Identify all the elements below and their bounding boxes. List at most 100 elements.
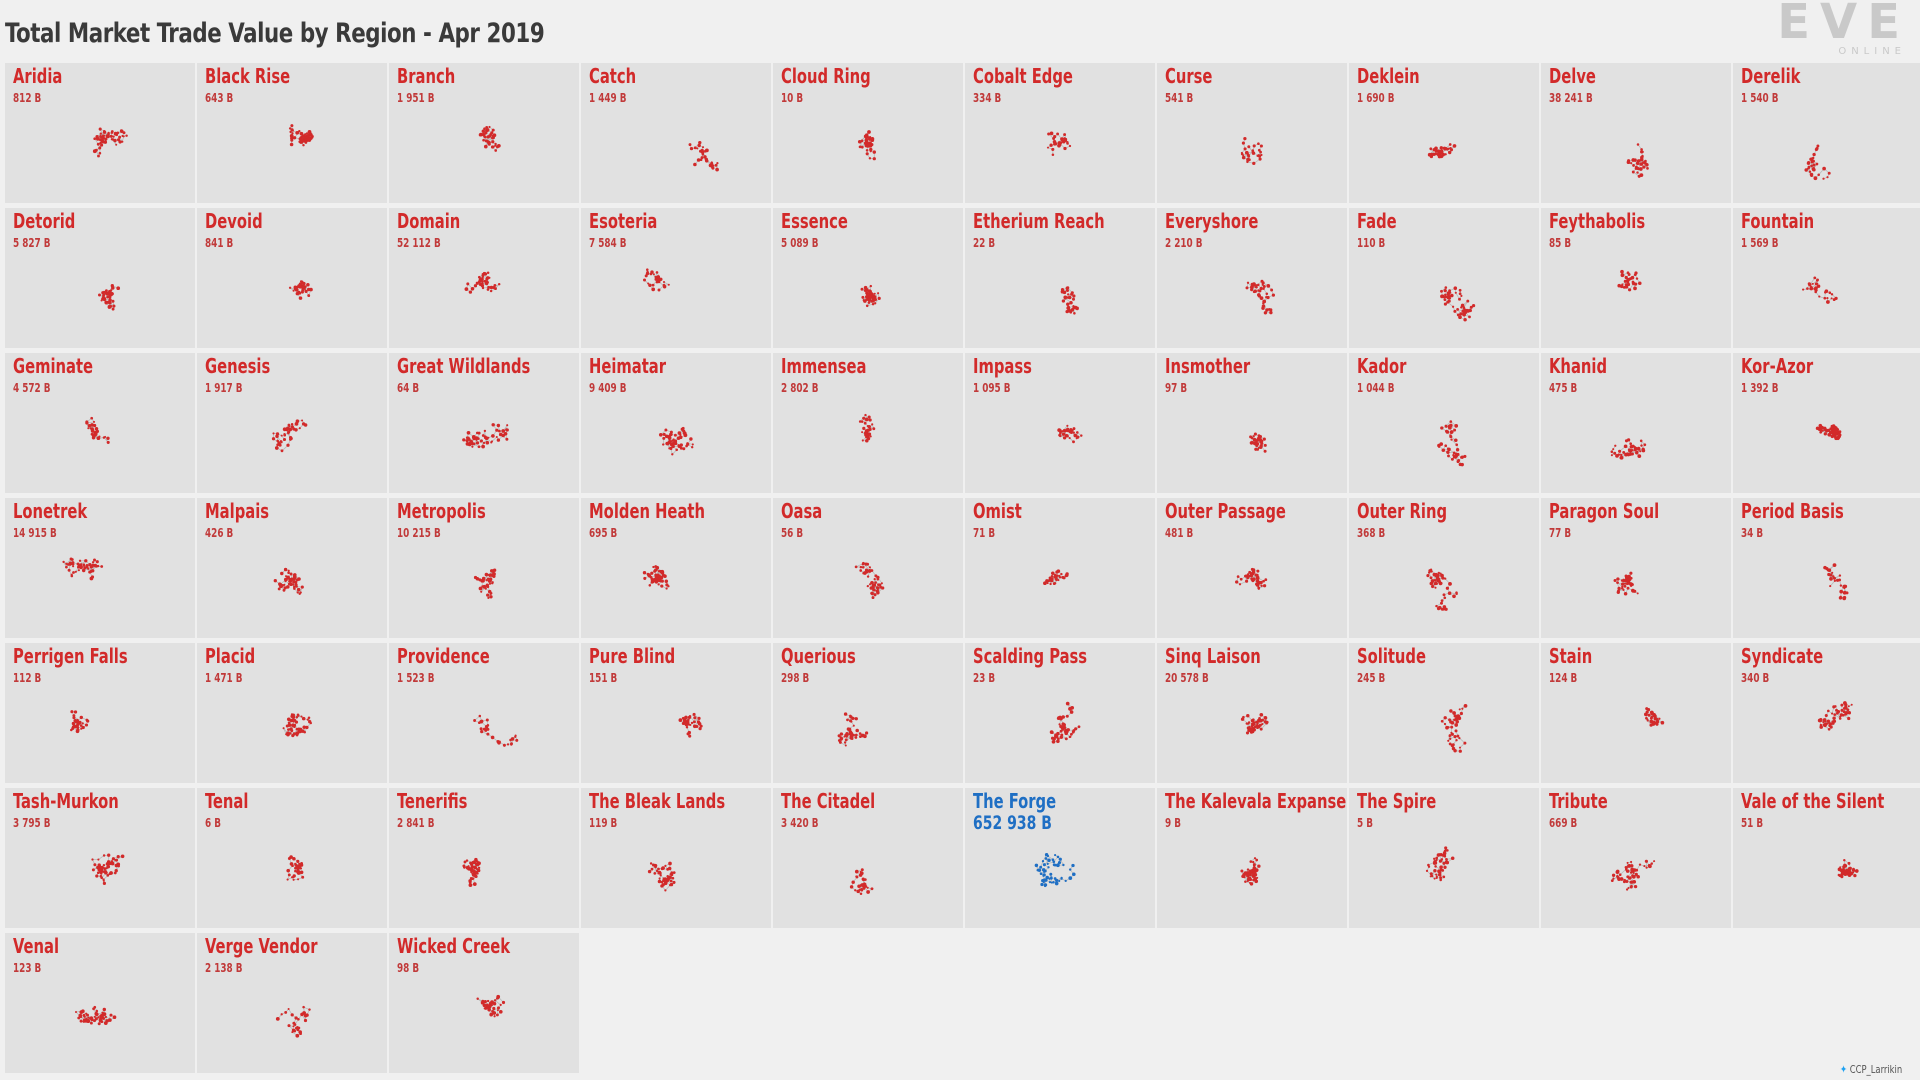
system-point <box>644 274 648 278</box>
system-point <box>1640 148 1643 151</box>
system-point <box>873 593 877 597</box>
system-point <box>864 884 868 888</box>
system-point <box>481 278 484 281</box>
system-point <box>1461 309 1465 313</box>
system-point <box>85 718 89 722</box>
system-point <box>1844 705 1847 709</box>
region-name: Kador <box>1357 354 1407 378</box>
system-point <box>1809 172 1814 177</box>
system-point <box>1612 448 1615 451</box>
region-value: 541 B <box>1165 91 1194 105</box>
system-point <box>102 863 106 867</box>
system-point <box>301 716 306 721</box>
region-value: 85 B <box>1549 236 1572 250</box>
system-point <box>1261 722 1264 726</box>
system-point <box>1615 454 1619 458</box>
region-value: 1 540 B <box>1741 91 1779 105</box>
system-point <box>1444 295 1448 298</box>
system-point <box>1439 146 1443 150</box>
region-value: 77 B <box>1549 526 1572 540</box>
system-point <box>1058 576 1062 579</box>
system-point <box>654 276 659 280</box>
system-point <box>861 295 865 299</box>
system-point <box>1063 133 1067 137</box>
system-point <box>1832 719 1837 723</box>
system-point <box>1640 150 1644 154</box>
system-point <box>652 565 655 569</box>
system-point <box>292 878 295 881</box>
system-point <box>1444 444 1448 448</box>
system-point <box>287 873 291 877</box>
system-point <box>1454 291 1457 294</box>
system-point <box>480 730 484 734</box>
system-point <box>1255 858 1259 862</box>
system-point <box>1472 304 1476 308</box>
system-point <box>491 569 495 573</box>
system-point <box>1453 718 1456 722</box>
region-map <box>464 271 501 294</box>
system-point <box>292 718 295 721</box>
region-panel: Malpais 426 B <box>197 498 387 638</box>
system-point <box>106 864 111 869</box>
system-point <box>1446 300 1450 304</box>
system-point <box>490 440 494 443</box>
system-point <box>1458 746 1462 749</box>
system-point <box>1068 876 1073 880</box>
system-point <box>1062 723 1066 727</box>
system-point <box>1070 308 1075 312</box>
system-point <box>73 724 78 729</box>
system-point <box>1256 569 1260 573</box>
system-point <box>477 445 481 449</box>
system-point <box>1450 457 1454 461</box>
system-point <box>1819 428 1823 432</box>
system-point <box>1250 567 1254 571</box>
system-point <box>491 423 495 427</box>
system-point <box>478 714 482 718</box>
system-point <box>849 734 854 738</box>
system-point <box>667 435 671 440</box>
system-point <box>288 577 292 581</box>
system-point <box>463 860 467 864</box>
system-point <box>90 429 95 433</box>
system-point <box>1065 428 1069 432</box>
system-point <box>1265 296 1268 299</box>
system-point <box>657 277 660 280</box>
system-point <box>862 416 866 420</box>
system-point <box>1468 315 1471 319</box>
system-point <box>1039 865 1043 869</box>
region-value: 22 B <box>973 236 996 250</box>
system-point <box>1040 882 1044 887</box>
system-point <box>483 144 488 149</box>
region-name: Tenerifis <box>397 789 468 813</box>
region-name: The Citadel <box>781 789 876 813</box>
system-point <box>292 875 295 879</box>
system-point <box>100 143 104 147</box>
system-point <box>1810 157 1814 161</box>
region-panel: Fade 110 B <box>1349 208 1539 348</box>
system-point <box>1245 722 1248 725</box>
system-point <box>658 877 661 880</box>
system-point <box>1830 293 1834 296</box>
system-point <box>1261 306 1265 310</box>
system-point <box>661 866 665 870</box>
system-point <box>490 145 495 149</box>
system-point <box>688 734 692 738</box>
system-point <box>685 725 689 729</box>
system-point <box>686 442 690 446</box>
system-point <box>843 741 847 744</box>
system-point <box>74 570 77 573</box>
region-map <box>1240 136 1263 166</box>
system-point <box>82 564 86 567</box>
system-point <box>1250 724 1254 728</box>
system-point <box>1460 455 1464 459</box>
system-point <box>98 435 101 438</box>
system-point <box>492 286 496 289</box>
region-map <box>1815 423 1842 441</box>
system-point <box>286 878 289 881</box>
region-value: 334 B <box>973 91 1002 105</box>
system-point <box>289 862 294 866</box>
system-point <box>1042 881 1045 884</box>
system-point <box>874 574 878 578</box>
system-point <box>1635 161 1640 166</box>
system-point <box>671 444 675 449</box>
